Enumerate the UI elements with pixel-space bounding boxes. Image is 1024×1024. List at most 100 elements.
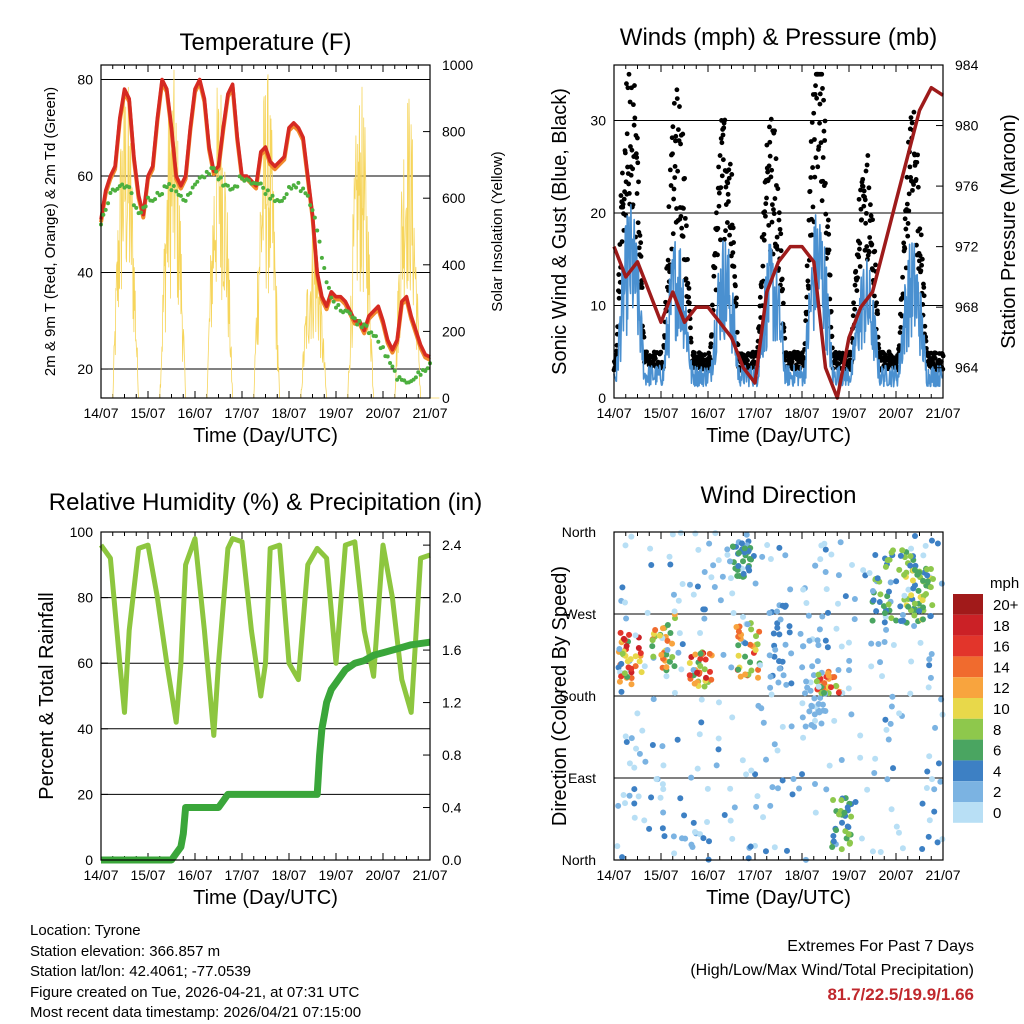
y-tick-label: 60: [77, 168, 93, 184]
direction-point: [912, 533, 919, 540]
x-tick-label: 19/07: [831, 867, 866, 883]
gust-point: [780, 286, 786, 292]
gust-point: [774, 234, 780, 240]
gust-point: [724, 220, 730, 225]
gust-point: [671, 186, 677, 192]
direction-point: [652, 626, 659, 633]
direction-point: [753, 633, 760, 640]
direction-point: [681, 812, 688, 819]
gust-point: [616, 272, 622, 277]
dewpoint-point: [388, 361, 393, 366]
gust-point: [821, 128, 827, 134]
gust-point: [716, 164, 722, 170]
gust-point: [857, 240, 863, 246]
direction-point: [733, 624, 740, 631]
gust-point: [818, 140, 824, 146]
gust-point: [618, 193, 624, 198]
direction-point: [710, 562, 717, 569]
direction-point: [779, 777, 786, 784]
gust-point: [826, 247, 832, 253]
gust-point: [631, 122, 637, 128]
direction-point: [811, 695, 818, 702]
dewpoint-point: [336, 303, 341, 308]
y2-tick-label: 0: [442, 390, 450, 406]
direction-point: [748, 626, 755, 633]
winds-title: Winds (mph) & Pressure (mb): [620, 24, 937, 51]
direction-point: [887, 579, 894, 586]
gust-point: [897, 330, 903, 335]
direction-point: [911, 612, 918, 619]
gust-point: [725, 180, 731, 186]
dewpoint-point: [289, 186, 294, 191]
direction-point: [633, 745, 640, 752]
y-tick-label: 20: [77, 786, 93, 802]
dewpoint-point: [146, 195, 150, 200]
direction-point: [920, 604, 927, 611]
direction-point: [881, 638, 888, 645]
gust-point: [766, 222, 772, 228]
direction-point: [799, 700, 806, 707]
direction-point: [743, 531, 750, 538]
dewpoint-point: [282, 195, 287, 200]
gust-point: [823, 211, 829, 217]
extremes-title: Extremes For Past 7 Days: [787, 938, 974, 955]
dewpoint-point: [319, 255, 324, 260]
direction-point: [915, 587, 922, 594]
direction-point: [869, 617, 876, 624]
direction-point: [696, 731, 703, 738]
gust-point: [825, 217, 831, 223]
direction-point: [622, 733, 629, 740]
direction-point: [870, 597, 877, 604]
latlon-text: Station lat/lon: 42.4061; -77.0539: [30, 963, 252, 980]
y-tick-label: 0: [85, 852, 93, 868]
gust-point: [786, 356, 792, 362]
dewpoint-point: [190, 185, 195, 190]
direction-point: [766, 609, 773, 616]
gust-point: [773, 156, 779, 162]
gust-point: [809, 120, 815, 125]
gust-point: [729, 172, 735, 177]
gust-point: [856, 196, 862, 202]
x-tick-label: 14/07: [596, 405, 631, 421]
gust-point: [860, 183, 866, 189]
direction-point: [712, 530, 719, 537]
x-tick-label: 18/07: [784, 405, 819, 421]
dewpoint-point: [103, 207, 108, 212]
gust-point: [634, 155, 640, 160]
gust-point: [763, 201, 769, 207]
dewpoint-point: [310, 208, 315, 213]
gust-point: [634, 191, 640, 196]
gust-point: [933, 350, 939, 356]
direction-point: [846, 657, 853, 664]
direction-point: [650, 696, 657, 703]
direction-point: [769, 784, 776, 791]
x-tick-label: 17/07: [224, 405, 259, 421]
gust-point: [911, 109, 917, 115]
legend-label: 8: [993, 722, 1001, 739]
gust-point: [862, 247, 868, 253]
direction-point: [620, 792, 627, 799]
dewpoint-point: [169, 188, 174, 193]
direction-point: [803, 600, 810, 607]
direction-point: [639, 727, 646, 734]
gust-point: [627, 99, 633, 105]
gust-point: [630, 202, 636, 208]
direction-point: [752, 580, 759, 587]
gust-point: [683, 276, 689, 282]
gust-point: [767, 139, 773, 145]
direction-point: [740, 558, 747, 565]
gust-point: [914, 242, 919, 248]
gust-point: [652, 356, 658, 361]
gust-point: [731, 264, 737, 269]
x-tick-label: 20/07: [878, 405, 913, 421]
gust-point: [904, 174, 910, 180]
gust-point: [902, 216, 908, 222]
direction-point: [619, 650, 626, 657]
direction-point: [848, 711, 855, 718]
y2-tick-label: 400: [442, 257, 466, 273]
direction-point: [782, 641, 789, 648]
direction-point: [694, 765, 701, 772]
dewpoint-point: [131, 203, 136, 208]
direction-point: [706, 650, 713, 657]
direction-point: [735, 666, 742, 673]
